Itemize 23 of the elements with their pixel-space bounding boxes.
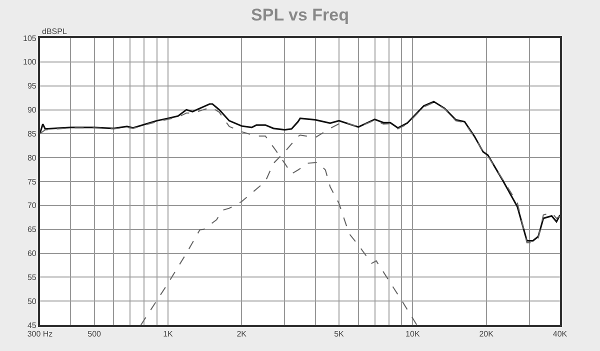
y-tick-label: 70 xyxy=(27,201,37,210)
x-tick-label: 5K xyxy=(334,330,345,339)
x-tick-label: 500 xyxy=(88,330,102,339)
y-tick-label: 55 xyxy=(27,272,37,282)
y-tick-label: 90 xyxy=(27,106,37,115)
y-tick-label: 95 xyxy=(27,82,37,91)
y-tick-label: 100 xyxy=(23,58,37,67)
y-tick-label: 85 xyxy=(27,129,37,138)
y-axis-title: dBSPL xyxy=(42,27,68,36)
x-tick-label: 1K xyxy=(163,330,174,339)
y-tick-label: 60 xyxy=(27,249,37,258)
y-tick-label: 45 xyxy=(27,320,37,330)
y-tick-label: 105 xyxy=(23,34,37,43)
y-tick-label: 65 xyxy=(27,225,37,234)
y-tick-label: 50 xyxy=(27,296,37,306)
x-tick-label: 2K xyxy=(236,330,248,339)
x-tick-label: 300 Hz xyxy=(27,330,53,339)
x-tick-label: 40K xyxy=(552,330,568,339)
x-tick-label: 20K xyxy=(479,330,494,339)
x-tick-label: 10K xyxy=(406,330,420,339)
y-tick-label: 80 xyxy=(27,153,37,162)
chart-title: SPL vs Freq xyxy=(251,6,349,25)
y-tick-label: 75 xyxy=(27,177,37,186)
